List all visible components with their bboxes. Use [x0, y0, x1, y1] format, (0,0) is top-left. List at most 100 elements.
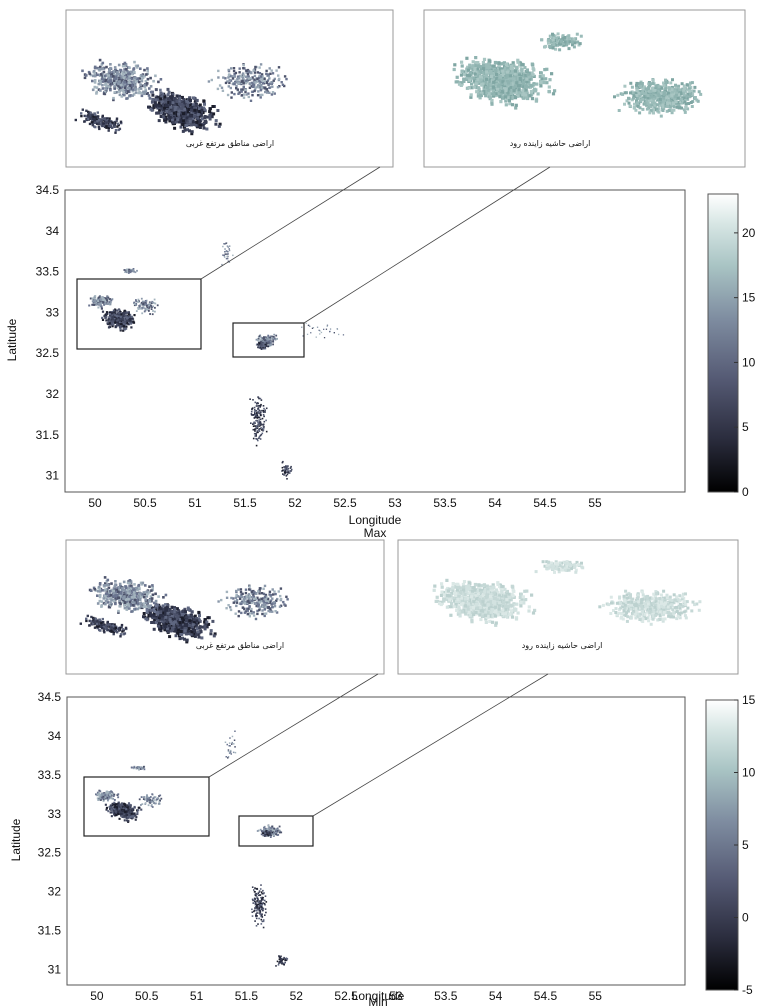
- map-pixel: [142, 90, 145, 94]
- map-pixel: [193, 114, 196, 118]
- map-pixel: [164, 120, 168, 124]
- map-pixel: [117, 315, 120, 318]
- map-pixel: [224, 248, 226, 250]
- map-pixel: [107, 80, 110, 83]
- map-pixel: [265, 88, 269, 91]
- map-pixel: [544, 77, 548, 81]
- map-pixel: [151, 301, 154, 304]
- map-pixel: [206, 616, 210, 620]
- map-pixel: [120, 318, 124, 321]
- map-pixel: [570, 40, 574, 44]
- map-pixel: [175, 611, 179, 615]
- map-pixel: [305, 322, 307, 324]
- map-pixel: [667, 88, 671, 91]
- map-pixel: [562, 43, 566, 47]
- map-pixel: [278, 77, 281, 81]
- map-pixel: [179, 125, 183, 129]
- map-pixel: [97, 121, 100, 124]
- map-pixel: [191, 623, 195, 627]
- map-pixel: [657, 94, 661, 97]
- map-pixel: [108, 316, 111, 319]
- map-pixel: [148, 302, 151, 305]
- map-pixel: [187, 108, 191, 111]
- map-pixel: [527, 77, 531, 81]
- map-pixel: [159, 91, 163, 95]
- map-pixel: [522, 71, 526, 75]
- map-pixel: [316, 326, 319, 328]
- map-pixel: [258, 81, 261, 85]
- map-pixel: [664, 96, 668, 100]
- map-pixel: [653, 105, 657, 109]
- map-pixel: [160, 107, 164, 111]
- map-pixel: [109, 77, 112, 81]
- map-pixel: [571, 43, 574, 47]
- map-pixel: [497, 61, 501, 65]
- map-pixel: [133, 83, 137, 87]
- map-pixel: [187, 118, 191, 121]
- map-pixel: [133, 607, 136, 611]
- map-pixel: [498, 75, 502, 79]
- map-pixel: [127, 316, 130, 319]
- map-pixel: [648, 82, 652, 86]
- map-pixel: [87, 115, 91, 118]
- map-pixel: [653, 88, 657, 92]
- map-pixel: [181, 610, 185, 613]
- map-pixel: [117, 308, 121, 311]
- map-pixel: [266, 73, 270, 76]
- map-pixel: [110, 323, 114, 326]
- map-pixel: [123, 86, 127, 89]
- map-pixel: [238, 77, 241, 80]
- map-pixel: [97, 82, 101, 86]
- map-pixel: [105, 121, 108, 124]
- map-pixel: [513, 96, 518, 100]
- map-pixel: [645, 99, 649, 103]
- map-pixel: [520, 62, 524, 66]
- map-pixel: [263, 80, 266, 83]
- x-tick-label: 53: [388, 496, 402, 510]
- map-pixel: [142, 304, 145, 307]
- map-pixel: [528, 74, 532, 78]
- map-pixel: [101, 316, 104, 319]
- map-pixel: [261, 82, 265, 85]
- map-pixel: [156, 603, 160, 607]
- x-tick-label: 52.5: [333, 496, 357, 510]
- map-pixel: [516, 58, 520, 62]
- map-pixel: [100, 63, 104, 66]
- map-pixel: [666, 91, 670, 95]
- map-pixel: [260, 348, 263, 350]
- map-pixel: [166, 623, 170, 627]
- map-pixel: [478, 75, 483, 79]
- map-pixel: [682, 84, 686, 88]
- map-pixel: [271, 72, 275, 75]
- map-pixel: [453, 63, 457, 67]
- map-pixel: [126, 270, 129, 273]
- map-pixel: [212, 112, 216, 116]
- map-pixel: [150, 621, 154, 624]
- map-pixel: [253, 406, 256, 409]
- map-pixel: [161, 103, 165, 107]
- map-pixel: [503, 70, 507, 74]
- map-pixel: [127, 272, 130, 274]
- inset-west-highlands-min: [65, 539, 385, 675]
- map-pixel: [492, 94, 496, 98]
- map-pixel: [120, 70, 124, 74]
- map-pixel: [108, 313, 111, 316]
- map-pixel: [106, 299, 109, 302]
- map-pixel: [176, 107, 180, 111]
- map-pixel: [551, 46, 555, 50]
- map-pixel: [152, 305, 154, 308]
- map-pixel: [550, 44, 554, 47]
- x-tick-label: 55: [588, 496, 602, 510]
- map-pixel: [511, 61, 515, 65]
- map-pixel: [474, 63, 478, 67]
- map-pixel: [253, 411, 256, 413]
- map-pixel: [184, 627, 188, 631]
- map-pixel: [471, 64, 475, 69]
- map-pixel: [494, 69, 498, 73]
- map-pixel: [272, 340, 274, 343]
- map-pixel: [120, 313, 123, 316]
- map-pixel: [105, 65, 108, 69]
- map-pixel: [227, 85, 230, 88]
- map-pixel: [253, 88, 257, 91]
- map-pixel: [283, 84, 286, 88]
